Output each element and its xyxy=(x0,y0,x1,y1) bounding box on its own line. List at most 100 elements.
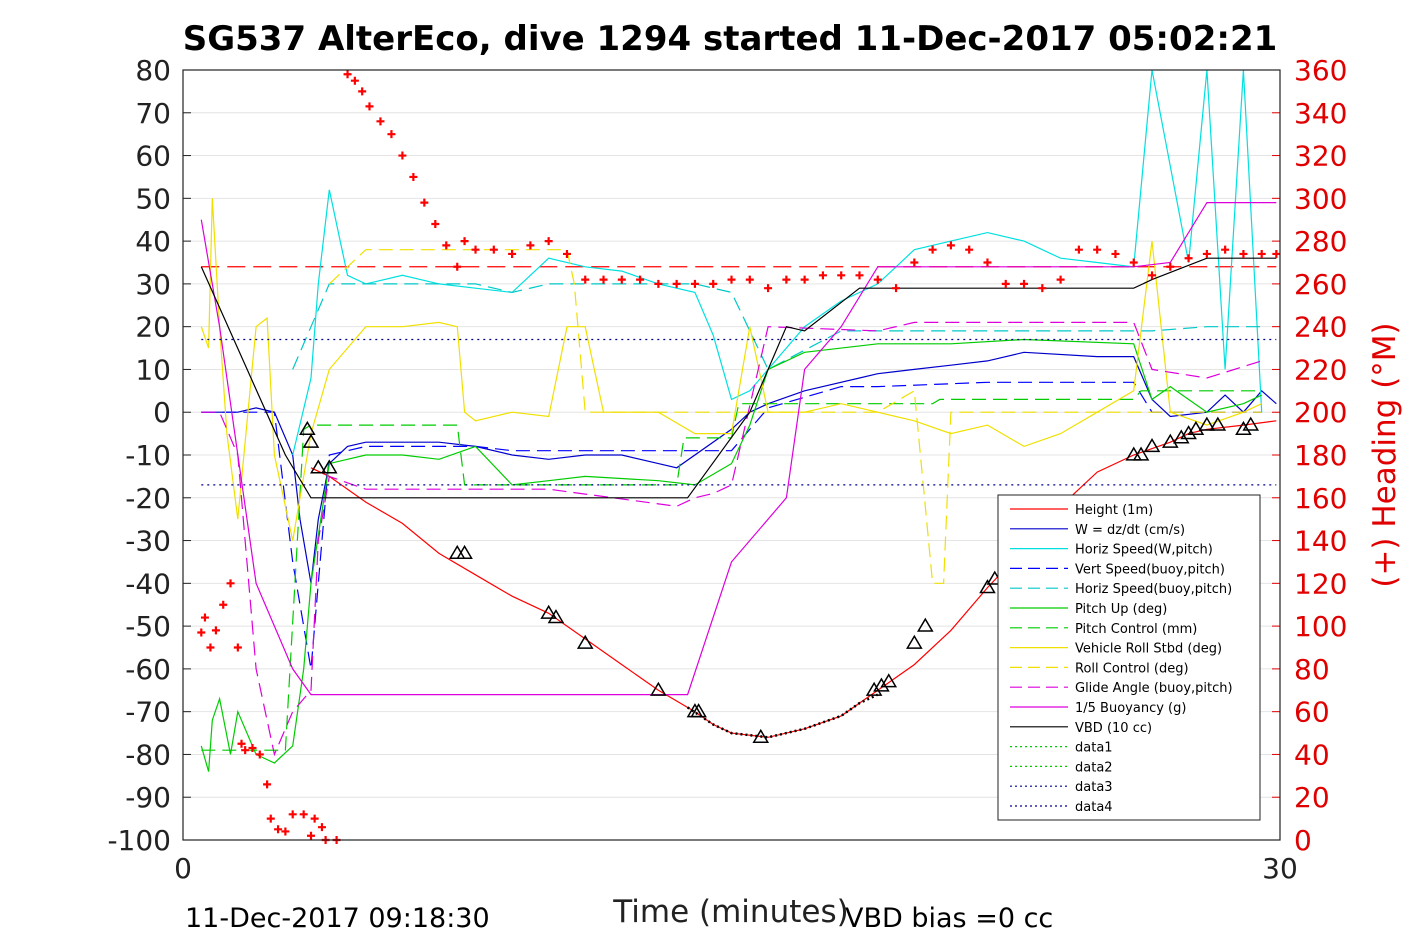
y2-tick-labels: 3603403203002802602402202001801601401201… xyxy=(1294,54,1347,857)
gps-triangle-marker xyxy=(540,604,557,619)
heading-marker xyxy=(873,275,882,284)
heading-marker xyxy=(1166,262,1175,271)
heading-marker xyxy=(983,258,992,267)
series-line-6 xyxy=(201,390,1262,751)
gps-triangle-marker xyxy=(320,459,338,474)
series-line-10 xyxy=(200,202,1277,696)
footer-timestamp: 11-Dec-2017 09:18:30 xyxy=(185,903,490,934)
y-tick-label: -80 xyxy=(125,738,171,771)
gps-triangle-marker xyxy=(1172,429,1190,444)
heading-marker xyxy=(764,284,773,293)
heading-marker xyxy=(409,172,418,181)
heading-marker xyxy=(453,262,462,271)
heading-marker xyxy=(274,825,283,834)
legend-entry-label: Vert Speed(buoy,pitch) xyxy=(1075,562,1225,577)
y2-axis-label: (+) Heading (°M) xyxy=(1367,322,1403,587)
heading-marker xyxy=(818,271,827,280)
y2-tick-label: 340 xyxy=(1294,97,1347,130)
heading-marker xyxy=(219,600,228,609)
gps-triangle-marker xyxy=(1180,425,1197,440)
gps-triangle-marker xyxy=(880,673,898,688)
heading-marker xyxy=(544,237,553,246)
gps-triangle-marker xyxy=(906,634,923,649)
y-tick-label: -90 xyxy=(125,781,171,814)
heading-marker xyxy=(508,249,517,258)
heading-marker xyxy=(782,275,791,284)
y-tick-label: 40 xyxy=(135,225,171,258)
gps-triangle-marker xyxy=(299,420,316,435)
y2-tick-label: 60 xyxy=(1294,696,1330,729)
y-tick-label: 10 xyxy=(135,353,171,386)
y2-tick-label: 160 xyxy=(1294,482,1347,515)
heading-marker xyxy=(1093,245,1102,254)
y-tick-labels: 80 70 60 50 40 30 20 10 0 -10 -20 -30 -40 -50 -60 -70 -8… xyxy=(107,54,171,857)
y-tick-label: 0 xyxy=(153,396,171,429)
gps-triangle-marker xyxy=(752,728,770,743)
heading-marker xyxy=(299,810,308,819)
heading-marker xyxy=(358,87,367,96)
heading-marker xyxy=(745,275,754,284)
x-tick-label: 30 xyxy=(1262,852,1298,885)
heading-marker xyxy=(197,628,206,637)
heading-marker xyxy=(1056,275,1065,284)
x-tick-labels: 0 30 xyxy=(174,852,1298,885)
heading-marker xyxy=(800,275,809,284)
heading-marker xyxy=(255,750,264,759)
heading-marker xyxy=(248,744,257,753)
legend-entry-label: Horiz Speed(W,pitch) xyxy=(1075,543,1213,558)
heading-marker xyxy=(376,117,385,126)
legend-entry-label: Pitch Up (deg) xyxy=(1075,602,1167,617)
y-tick-label: -50 xyxy=(125,610,171,643)
legend-entry-label: data3 xyxy=(1075,780,1113,795)
heading-marker xyxy=(1257,249,1266,258)
gps-triangle-marker xyxy=(690,703,707,718)
heading-marker xyxy=(1111,249,1120,258)
gps-triangle-marker xyxy=(1198,416,1216,431)
legend-entry-label: 1/5 Buoyancy (g) xyxy=(1075,701,1186,716)
heading-marker xyxy=(654,279,663,288)
y-tick-label: -10 xyxy=(125,439,171,472)
y2-tick-label: 200 xyxy=(1294,396,1347,429)
y2-tick-label: 360 xyxy=(1294,54,1347,87)
y2-tick-label: 20 xyxy=(1294,781,1330,814)
heading-marker xyxy=(310,814,319,823)
heading-marker xyxy=(837,271,846,280)
y2-tick-label: 120 xyxy=(1294,567,1347,600)
y-tick-label: 50 xyxy=(135,182,171,215)
heading-marker xyxy=(1038,284,1047,293)
legend-entry-label: data2 xyxy=(1075,760,1113,775)
gps-triangle-marker xyxy=(456,544,473,560)
legend: Height (1m) W = dz/dt (cm/s) Horiz Speed(W… xyxy=(997,494,1261,821)
heading-marker xyxy=(387,130,396,139)
chart-title: SG537 AlterEco, dive 1294 started 11-Dec… xyxy=(183,19,1278,59)
series-line-5 xyxy=(200,338,1262,772)
y-tick-label: -70 xyxy=(125,696,171,729)
gps-triangle-marker xyxy=(1161,433,1179,448)
legend-entry-label: Pitch Control (mm) xyxy=(1075,622,1197,637)
heading-marker xyxy=(288,810,297,819)
heading-marker xyxy=(281,827,290,836)
series-markers xyxy=(197,70,1281,844)
y-tick-label: 20 xyxy=(135,311,171,344)
series-line-2 xyxy=(292,69,1263,456)
gps-triangle-marker xyxy=(916,617,934,632)
heading-marker xyxy=(460,237,469,246)
heading-marker xyxy=(206,643,215,652)
heading-marker xyxy=(442,241,451,250)
heading-marker xyxy=(1202,249,1211,258)
x-tick-label: 0 xyxy=(174,852,192,885)
y2-tick-label: 280 xyxy=(1294,225,1347,258)
heading-marker xyxy=(1272,249,1281,258)
series-line-7 xyxy=(200,198,1262,541)
y2-tick-label: 100 xyxy=(1294,610,1347,643)
heading-marker xyxy=(350,76,359,85)
heading-marker xyxy=(581,275,590,284)
heading-marker xyxy=(211,626,220,635)
legend-entry-label: Height (1m) xyxy=(1075,503,1153,518)
heading-marker xyxy=(317,823,326,832)
y-tick-label: -60 xyxy=(125,653,171,686)
y-tick-label: -30 xyxy=(125,525,171,558)
heading-marker xyxy=(892,284,901,293)
heading-marker xyxy=(306,831,315,840)
